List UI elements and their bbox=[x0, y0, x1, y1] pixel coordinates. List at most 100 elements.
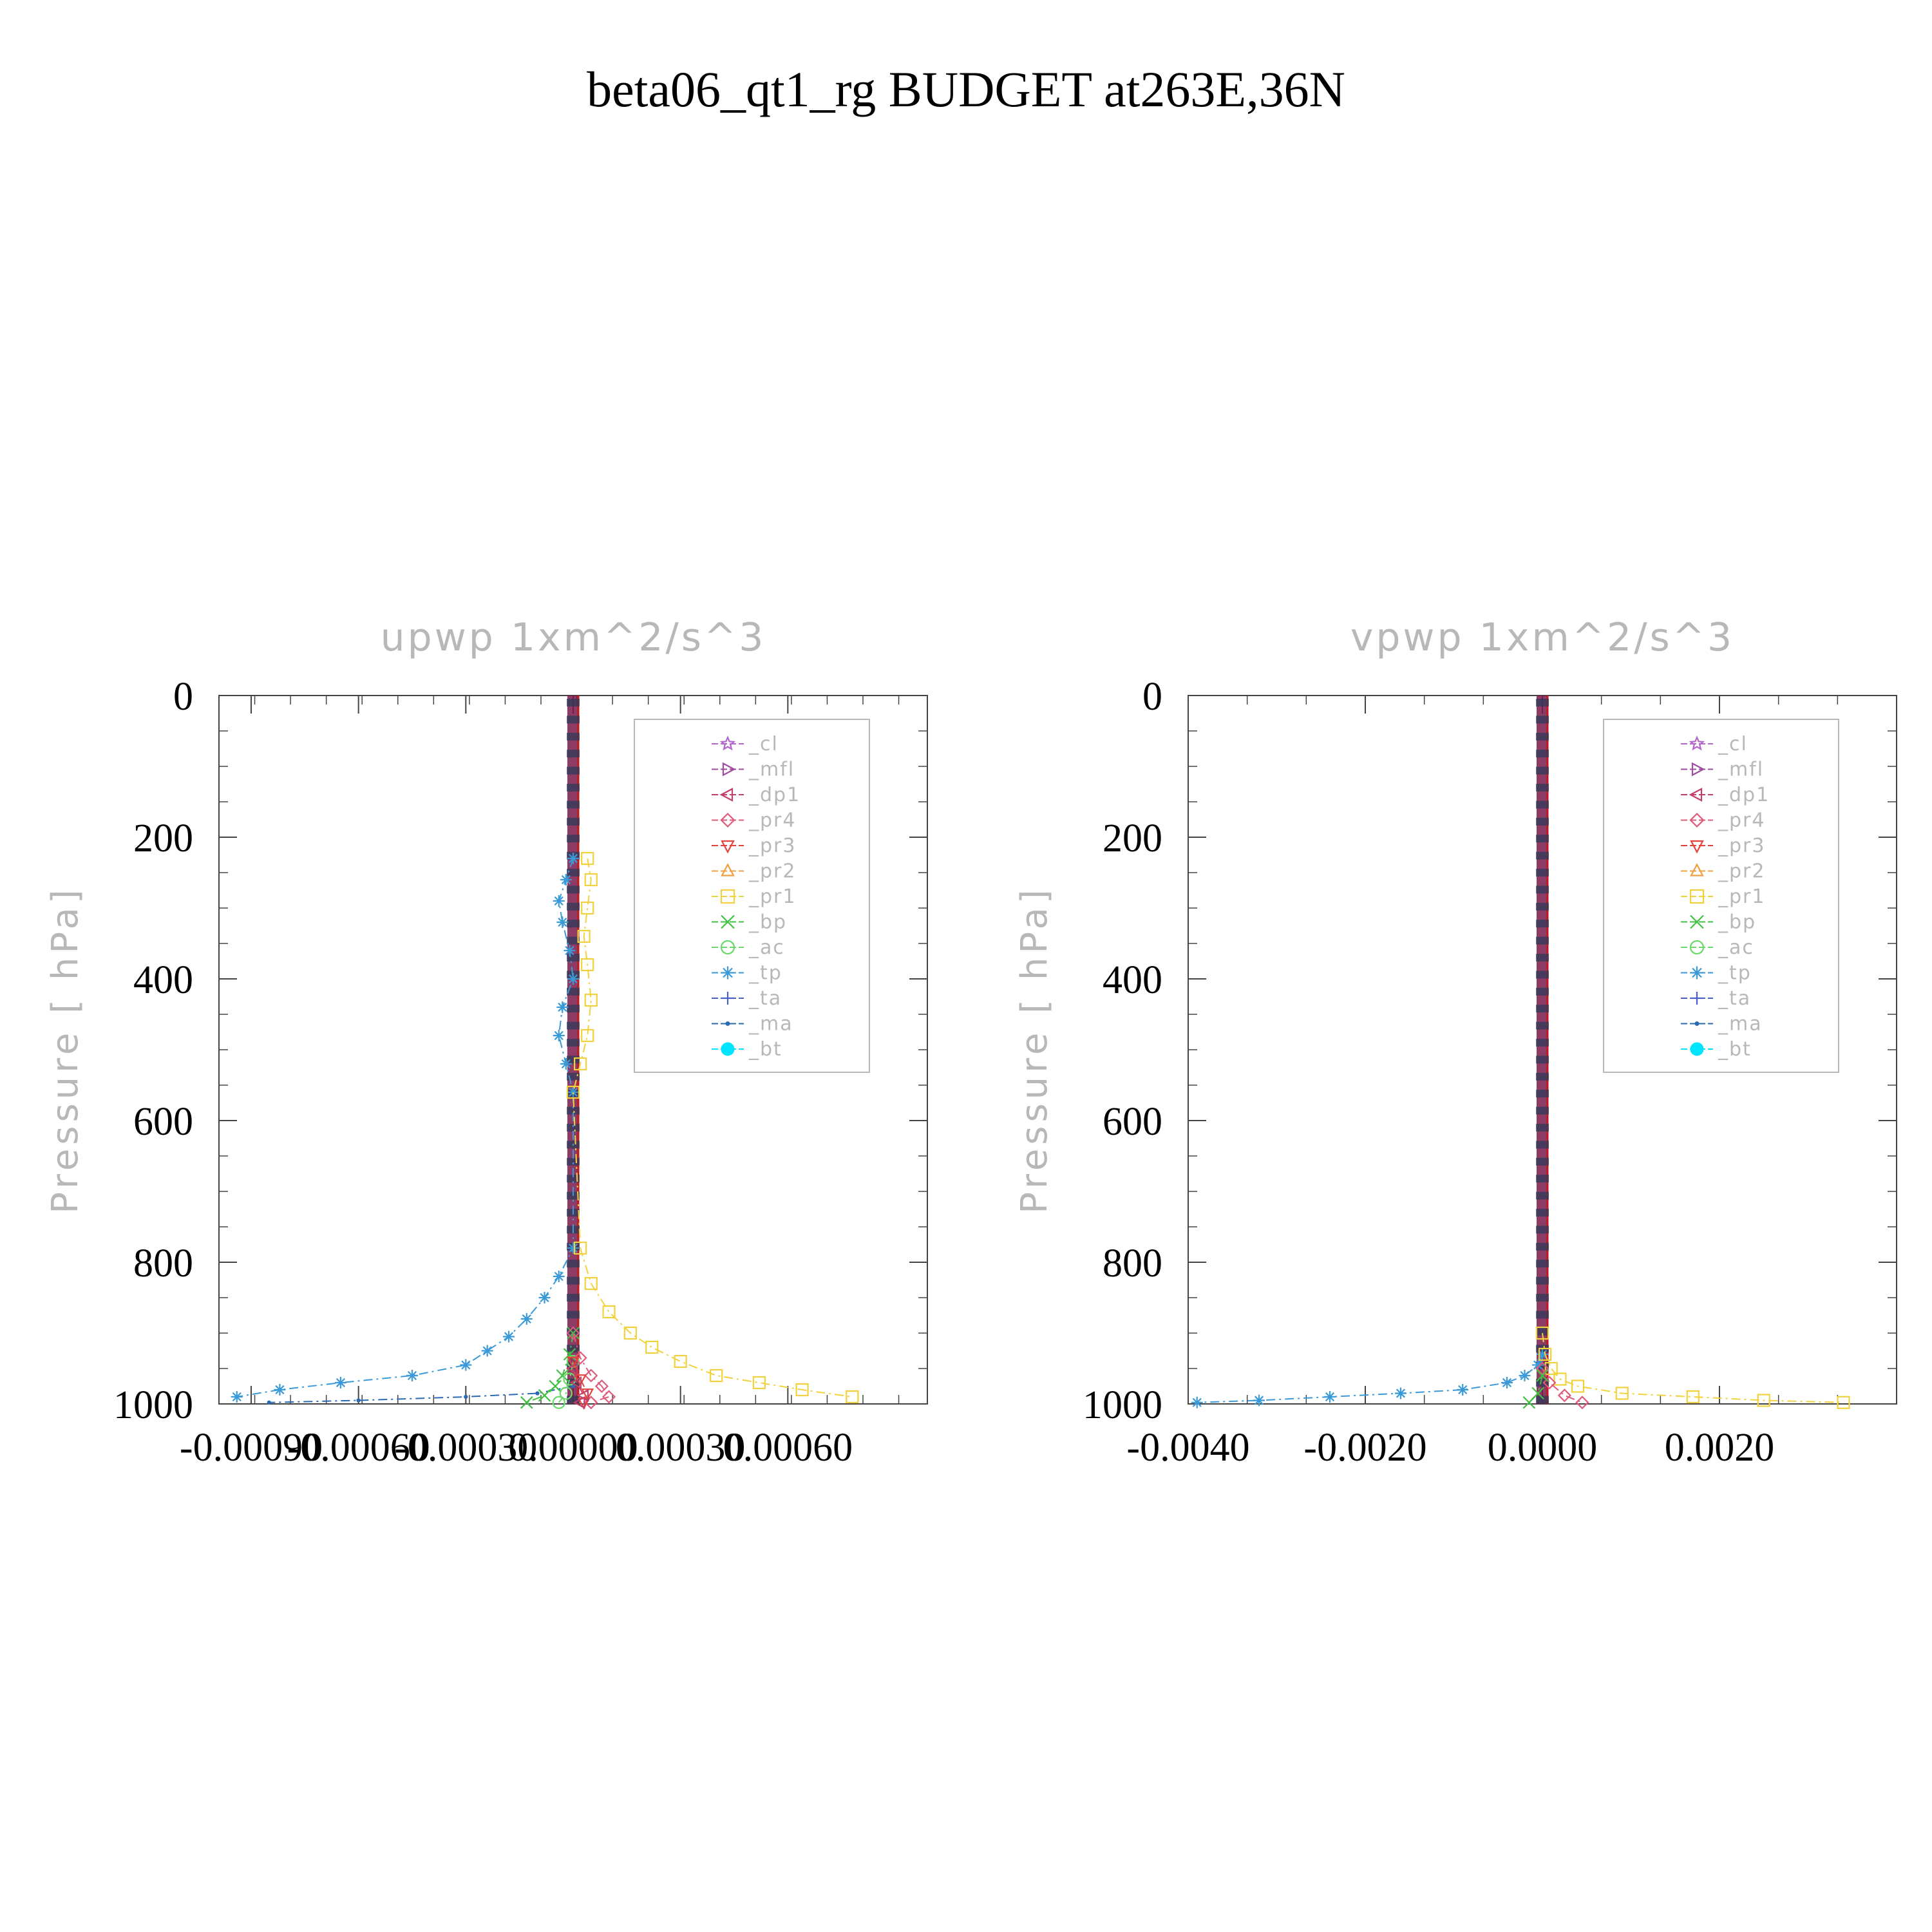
series-point-pr1 bbox=[1553, 1372, 1567, 1386]
y-tick-label: 400 bbox=[133, 958, 193, 1002]
series-point-tp bbox=[553, 1271, 565, 1282]
x-tick-label: -0.00060 bbox=[287, 1426, 430, 1470]
series-point-bp bbox=[556, 1369, 569, 1382]
legend-marker bbox=[1694, 1021, 1700, 1026]
legend-label: _ta bbox=[1718, 987, 1751, 1010]
y-tick-label: 0 bbox=[1142, 675, 1162, 719]
series-point-dp1 bbox=[569, 1376, 582, 1389]
zero-column-marker bbox=[1536, 715, 1549, 724]
series-point-tp bbox=[553, 1030, 565, 1041]
zero-column-marker bbox=[1536, 1396, 1549, 1404]
legend-marker bbox=[1689, 812, 1705, 828]
series-point-pr3 bbox=[567, 1356, 580, 1369]
series-point-pr4 bbox=[594, 1379, 609, 1394]
series-point-tp bbox=[503, 1331, 515, 1343]
zero-column-marker bbox=[1536, 1311, 1549, 1319]
series-point-pr1 bbox=[623, 1326, 637, 1340]
zero-column-marker bbox=[1536, 835, 1549, 843]
series-point-tp bbox=[1253, 1394, 1265, 1406]
x-tick-label: 0.00000 bbox=[508, 1426, 638, 1470]
series-point-bp bbox=[549, 1379, 562, 1393]
series-point-bp bbox=[538, 1389, 551, 1402]
zero-column-marker bbox=[1536, 1106, 1549, 1115]
zero-column-marker bbox=[567, 869, 580, 876]
zero-column-marker bbox=[1536, 1242, 1549, 1251]
legend-label: _bp bbox=[1718, 911, 1756, 934]
zero-column-marker bbox=[1536, 886, 1549, 894]
series-point-tp bbox=[560, 874, 572, 886]
zero-column-marker bbox=[1536, 1175, 1549, 1183]
series-point-pr1 bbox=[674, 1354, 687, 1368]
series-point-pr1 bbox=[581, 901, 594, 915]
series-point-pr1 bbox=[710, 1368, 723, 1383]
series-point-tp bbox=[520, 1313, 533, 1325]
panel-title: vpwp 1xm^2/s^3 bbox=[1350, 615, 1734, 660]
series-point-pr1 bbox=[846, 1390, 859, 1404]
series-point-pr1 bbox=[574, 1057, 587, 1071]
zero-column-marker bbox=[1536, 1072, 1549, 1081]
series-point-pr4 bbox=[1557, 1388, 1571, 1403]
series-point-pr4 bbox=[1575, 1396, 1589, 1410]
series-point-tp bbox=[564, 945, 576, 956]
zero-column-marker bbox=[1536, 699, 1549, 706]
legend-label: _mfl bbox=[748, 759, 795, 781]
series-point-pr4 bbox=[573, 1350, 587, 1365]
series-point-tp bbox=[1395, 1387, 1406, 1399]
legend-label: _pr4 bbox=[1718, 810, 1765, 832]
y-tick-label: 200 bbox=[1103, 817, 1162, 860]
legend-label: _pr4 bbox=[748, 810, 796, 832]
legend-label: _dp1 bbox=[1718, 784, 1770, 806]
series-point-tp bbox=[1537, 1349, 1548, 1360]
legend-label: _mfl bbox=[1718, 759, 1764, 781]
legend-marker bbox=[720, 940, 735, 955]
series-line-pr4 bbox=[1542, 1368, 1583, 1403]
legend-label: _tp bbox=[748, 962, 782, 985]
zero-column-marker bbox=[1536, 750, 1549, 758]
vpwp-panel: vpwp 1xm^2/s^3 Pressure [ hPa] 0 200 400 600 8… bbox=[1014, 615, 1897, 1470]
zero-column-marker bbox=[567, 1294, 580, 1302]
series-point-tp bbox=[334, 1377, 346, 1388]
series-point-tp bbox=[1519, 1370, 1531, 1381]
series-point-pr1 bbox=[577, 929, 591, 943]
legend-marker bbox=[1690, 1042, 1704, 1056]
legend-marker bbox=[720, 889, 735, 904]
series-point-ma bbox=[267, 1400, 271, 1405]
zero-column-marker bbox=[1536, 1260, 1549, 1268]
legend-marker bbox=[720, 812, 735, 828]
legend-label: _pr3 bbox=[748, 835, 796, 857]
legend-label: _pr1 bbox=[748, 886, 796, 908]
zero-column-marker bbox=[1536, 1157, 1549, 1166]
y-tick-label: 400 bbox=[1103, 958, 1162, 1002]
y-tick-label: 1000 bbox=[113, 1383, 193, 1427]
legend-label: _bt bbox=[748, 1038, 782, 1061]
legend-label: _ac bbox=[748, 936, 785, 959]
zero-column-marker bbox=[1536, 1191, 1549, 1200]
zero-column-marker bbox=[567, 886, 580, 894]
series-line-pr1 bbox=[1542, 1332, 1844, 1403]
legend-marker bbox=[719, 788, 734, 802]
zero-column-marker bbox=[1536, 1226, 1549, 1234]
series-point-tp bbox=[567, 1242, 579, 1254]
legend-marker bbox=[719, 735, 736, 751]
series-point-pr1 bbox=[1571, 1379, 1585, 1393]
series-point-tp bbox=[1501, 1377, 1513, 1388]
series-point-bp bbox=[1522, 1396, 1536, 1409]
zero-column-marker bbox=[1536, 1090, 1549, 1098]
zero-column-marker bbox=[567, 1039, 580, 1046]
zero-column-marker bbox=[1536, 1124, 1549, 1132]
zero-column-marker bbox=[1536, 800, 1549, 809]
legend-marker bbox=[1690, 914, 1704, 929]
series-point-ma bbox=[464, 1394, 468, 1399]
series-point-pr1 bbox=[1539, 1347, 1552, 1361]
legend-marker bbox=[721, 863, 735, 876]
series-point-tp bbox=[481, 1345, 493, 1357]
zero-column-marker bbox=[567, 784, 580, 791]
series-point-tp bbox=[1324, 1391, 1336, 1403]
series-point-pr1 bbox=[1837, 1396, 1850, 1409]
legend-marker bbox=[1690, 966, 1703, 980]
zero-column-marker bbox=[1536, 732, 1549, 741]
series-point-pr1 bbox=[584, 1276, 598, 1291]
series-point-pr1 bbox=[1544, 1361, 1558, 1376]
zero-column-marker bbox=[1536, 954, 1549, 961]
